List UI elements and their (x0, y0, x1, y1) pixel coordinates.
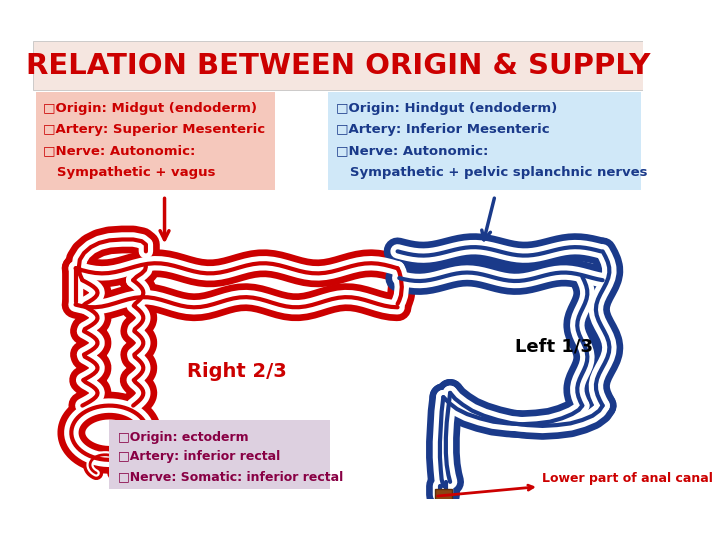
Text: Sympathetic + pelvic splanchnic nerves: Sympathetic + pelvic splanchnic nerves (336, 166, 647, 179)
Text: RELATION BETWEEN ORIGIN & SUPPLY: RELATION BETWEEN ORIGIN & SUPPLY (26, 52, 650, 80)
Text: □Nerve: Autonomic:: □Nerve: Autonomic: (336, 145, 488, 158)
Text: □Origin: Hindgut (endoderm): □Origin: Hindgut (endoderm) (336, 102, 557, 115)
Text: Right 2/3: Right 2/3 (186, 362, 287, 381)
FancyBboxPatch shape (36, 92, 275, 190)
FancyBboxPatch shape (435, 489, 452, 504)
Text: □Origin: Midgut (endoderm): □Origin: Midgut (endoderm) (43, 102, 257, 115)
Text: □Artery: Inferior Mesenteric: □Artery: Inferior Mesenteric (336, 124, 549, 137)
FancyBboxPatch shape (33, 41, 644, 90)
Text: □Nerve: Somatic: inferior rectal: □Nerve: Somatic: inferior rectal (118, 470, 343, 483)
FancyBboxPatch shape (109, 420, 330, 489)
Text: Sympathetic + vagus: Sympathetic + vagus (43, 166, 216, 179)
Text: □Artery: Superior Mesenteric: □Artery: Superior Mesenteric (43, 124, 266, 137)
Text: Left 1/3: Left 1/3 (516, 338, 593, 355)
FancyBboxPatch shape (328, 92, 641, 190)
Text: □Artery: inferior rectal: □Artery: inferior rectal (118, 450, 280, 463)
Text: □Origin: ectoderm: □Origin: ectoderm (118, 431, 248, 444)
Text: □Nerve: Autonomic:: □Nerve: Autonomic: (43, 145, 196, 158)
Text: Lower part of anal canal: Lower part of anal canal (438, 472, 713, 496)
